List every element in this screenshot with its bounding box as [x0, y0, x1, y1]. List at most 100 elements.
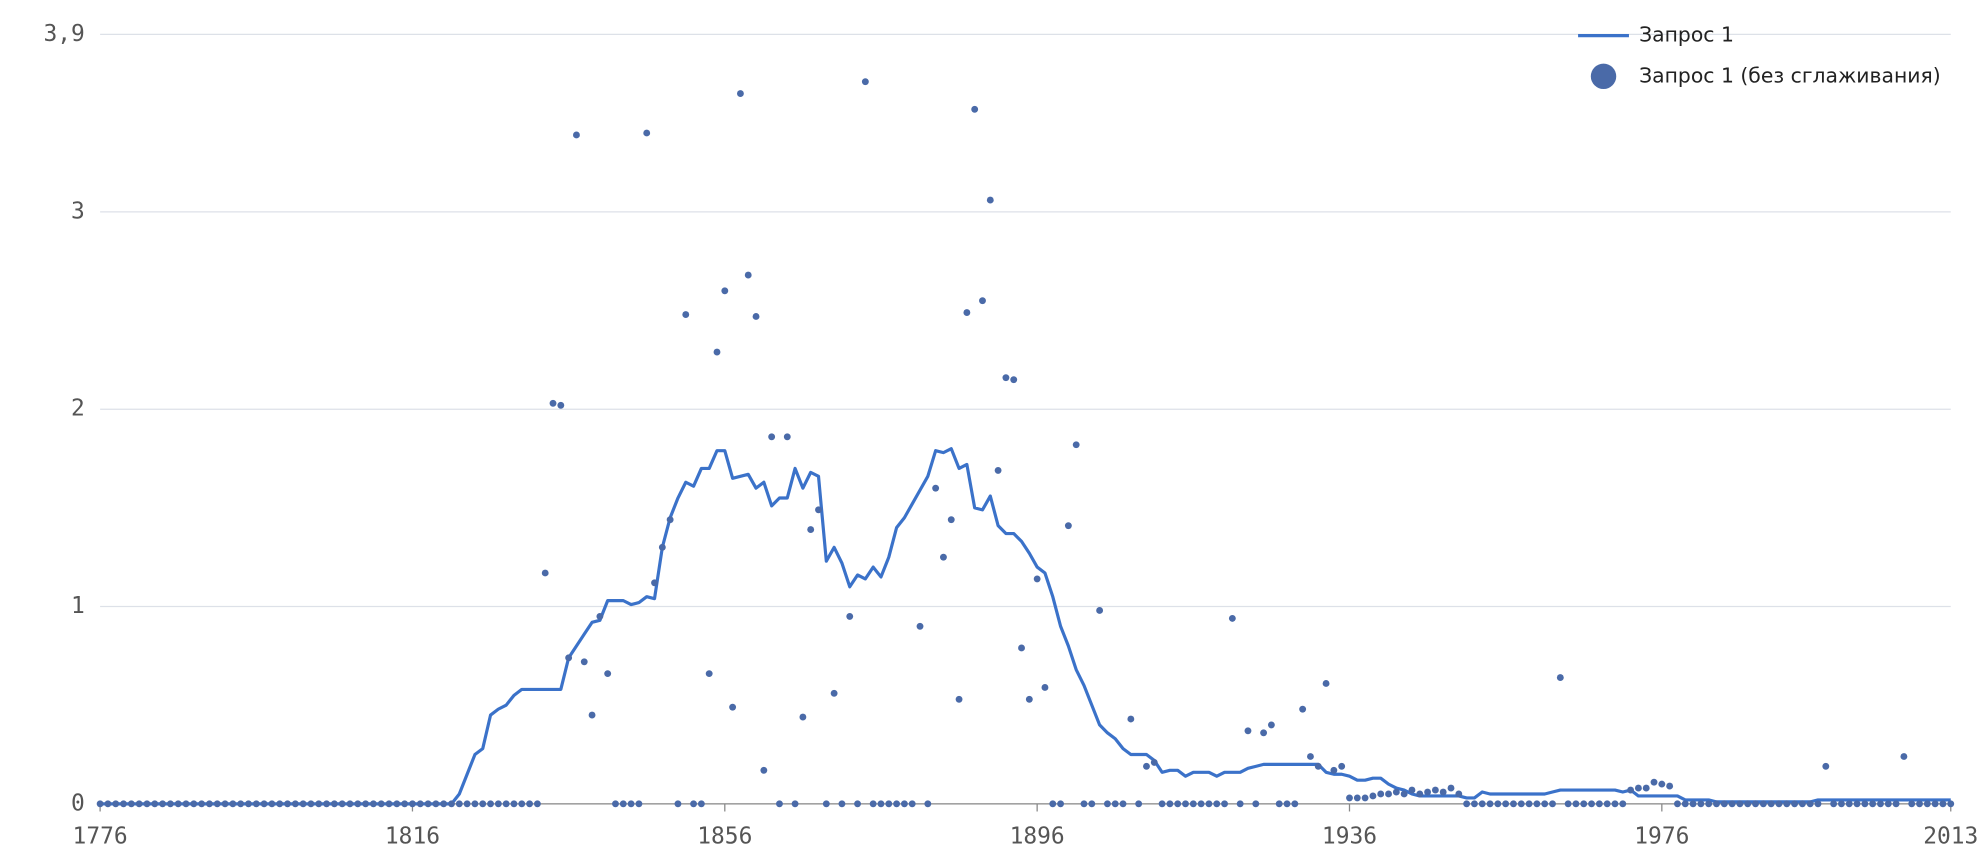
point: [1346, 794, 1353, 802]
point: [1150, 758, 1158, 766]
point: [1752, 800, 1759, 808]
point: [541, 569, 549, 577]
point: [307, 800, 315, 808]
point: [893, 800, 901, 808]
point: [471, 800, 479, 808]
point: [1720, 800, 1728, 808]
point: [1892, 800, 1900, 808]
point: [1244, 727, 1252, 735]
point: [713, 348, 721, 356]
point: [1478, 800, 1486, 808]
point: [596, 612, 604, 620]
point: [1705, 800, 1713, 808]
point: [1338, 762, 1346, 770]
point: [1517, 800, 1525, 808]
point: [1002, 374, 1010, 382]
point: [1845, 800, 1853, 808]
point: [1525, 800, 1533, 808]
point: [776, 800, 783, 808]
point: [1213, 800, 1221, 808]
point: [838, 800, 846, 808]
point: [1759, 800, 1767, 808]
point: [1416, 790, 1424, 798]
point: [1713, 800, 1720, 808]
point: [1392, 788, 1400, 796]
point: [432, 800, 440, 808]
point: [1736, 800, 1744, 808]
point: [752, 313, 760, 320]
point: [900, 800, 908, 808]
point: [963, 309, 971, 316]
point: [182, 800, 190, 808]
point: [940, 553, 947, 561]
point: [1221, 800, 1228, 808]
point: [1549, 800, 1556, 808]
point: [674, 800, 682, 808]
point: [1072, 441, 1080, 449]
point: [1447, 784, 1455, 792]
point: [424, 800, 432, 808]
point: [1588, 800, 1595, 808]
point: [580, 658, 588, 666]
point: [815, 506, 822, 514]
point: [1166, 800, 1174, 808]
legend-dot: [1590, 63, 1617, 90]
point: [315, 800, 323, 808]
point: [979, 297, 986, 305]
point: [463, 800, 471, 808]
point: [721, 287, 729, 295]
y-tick-label: 1: [71, 593, 85, 619]
point: [830, 689, 838, 697]
point: [682, 311, 690, 318]
point: [104, 800, 112, 808]
point: [1182, 800, 1189, 808]
point: [1353, 794, 1361, 802]
point: [1439, 788, 1447, 796]
point: [479, 800, 487, 808]
point: [1057, 800, 1065, 808]
point: [1798, 800, 1806, 808]
point: [1127, 715, 1135, 723]
x-tick-label: 1816: [385, 823, 440, 849]
point: [822, 800, 830, 808]
point: [924, 800, 932, 808]
point: [729, 703, 737, 711]
point: [1877, 800, 1884, 808]
x-tick-label: 1776: [73, 823, 128, 849]
point: [1189, 800, 1197, 808]
point: [112, 800, 120, 808]
point: [1580, 800, 1588, 808]
point: [448, 800, 455, 808]
point: [1510, 800, 1517, 808]
point: [1923, 800, 1931, 808]
point: [1041, 684, 1049, 691]
point: [120, 800, 127, 808]
point: [1822, 762, 1830, 770]
point: [854, 800, 861, 808]
point: [651, 579, 658, 587]
point: [658, 543, 666, 551]
point: [518, 800, 526, 808]
point: [1658, 780, 1666, 788]
point: [245, 800, 252, 808]
point: [151, 800, 159, 808]
point: [619, 800, 627, 808]
point: [627, 800, 635, 808]
point: [760, 766, 768, 774]
point: [291, 800, 299, 808]
point: [409, 800, 416, 808]
point: [1385, 790, 1392, 798]
point: [705, 670, 713, 678]
point: [1143, 762, 1150, 770]
point: [799, 713, 807, 721]
point: [1111, 800, 1119, 808]
point: [1088, 800, 1096, 808]
point: [1010, 376, 1018, 384]
point: [1931, 800, 1939, 808]
y-tick-label: 3: [71, 198, 85, 224]
point: [1556, 674, 1564, 682]
point: [1291, 800, 1299, 808]
point: [1642, 784, 1650, 792]
point: [690, 800, 698, 808]
point: [1369, 792, 1377, 800]
